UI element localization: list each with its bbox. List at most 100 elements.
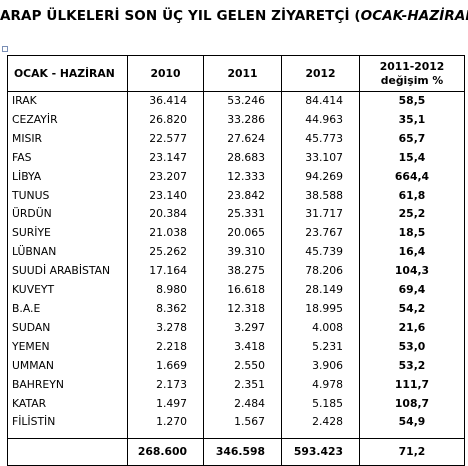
country-cell: B.A.E [7,299,128,319]
table-row: FAS 23.147 28.683 33.107 15,4 [7,148,465,168]
value-2012-cell: 4.008 [281,318,360,338]
value-2011-cell: 25.331 [203,205,282,225]
value-2012-cell: 38.588 [281,186,360,206]
value-2011-cell: 2.550 [203,356,282,376]
value-2010-cell: 21.038 [127,224,204,244]
change-percent-cell: 15,4 [359,148,465,168]
value-2011-cell: 27.624 [203,129,282,149]
value-2012-cell: 3.906 [281,356,360,376]
change-percent-cell: 53,0 [359,337,465,357]
value-2010-cell: 25.262 [127,243,204,263]
change-percent-cell: 35,1 [359,110,465,130]
table-row: KUVEYT 8.980 16.618 28.149 69,4 [7,281,465,300]
value-2011-cell: 23.842 [203,186,282,206]
header-2010: 2010 [127,55,204,92]
value-2012-cell: 45.773 [281,129,360,149]
value-2011-cell: 1.567 [203,413,282,433]
change-percent-cell: 53,2 [359,356,465,376]
table-row: KATAR 1.497 2.484 5.185 108,7 [7,394,465,414]
value-2010-cell: 20.384 [127,205,204,225]
country-cell: SUUDİ ARABİSTAN [7,262,128,282]
change-percent-cell: 54,2 [359,299,465,319]
change-percent-cell: 54,9 [359,413,465,433]
total-row: 268.600 346.598 593.423 71,2 [7,438,465,466]
table-row: CEZAYİR 26.820 33.286 44.963 35,1 [7,110,465,130]
value-2010-cell: 2.218 [127,337,204,357]
header-row: OCAK - HAZİRAN 2010 2011 2012 2011-2012 d… [7,55,465,92]
change-percent-cell: 18,5 [359,224,465,244]
total-country-cell [7,438,128,466]
table-row: ÜRDÜN 20.384 25.331 31.717 25,2 [7,205,465,225]
value-2010-cell: 2.173 [127,375,204,395]
table-row: BAHREYN 2.173 2.351 4.978 111,7 [7,375,465,395]
header-2011: 2011 [203,55,282,92]
value-2012-cell: 33.107 [281,148,360,168]
value-2010-cell: 3.278 [127,318,204,338]
value-2012-cell: 5.185 [281,394,360,414]
visitor-table: OCAK - HAZİRAN 2010 2011 2012 2011-2012 d… [7,55,465,466]
change-percent-cell: 21,6 [359,318,465,338]
total-change-percent-cell: 71,2 [359,438,465,466]
country-cell: YEMEN [7,337,128,357]
value-2011-cell: 3.297 [203,318,282,338]
table-row: LİBYA 23.207 12.333 94.269 664,4 [7,167,465,187]
value-2011-cell: 3.418 [203,337,282,357]
value-2012-cell: 78.206 [281,262,360,282]
header-change-percent: değişim % [380,73,444,87]
value-2010-cell: 23.147 [127,148,204,168]
value-2010-cell: 1.270 [127,413,204,433]
country-cell: IRAK [7,91,128,111]
change-percent-cell: 104,3 [359,262,465,282]
value-2012-cell: 28.149 [281,281,360,300]
value-2010-cell: 1.497 [127,394,204,414]
country-cell: CEZAYİR [7,110,128,130]
value-2011-cell: 2.484 [203,394,282,414]
table-row: LÜBNAN 25.262 39.310 45.739 16,4 [7,243,465,263]
value-2010-cell: 26.820 [127,110,204,130]
change-percent-cell: 111,7 [359,375,465,395]
title-main: ARAP ÜLKELERİ SON ÜÇ YIL GELEN ZİYARETÇİ… [0,8,361,24]
value-2012-cell: 84.414 [281,91,360,111]
value-2011-cell: 38.275 [203,262,282,282]
value-2011-cell: 33.286 [203,110,282,130]
value-2011-cell: 28.683 [203,148,282,168]
table-row: FİLİSTİN 1.270 1.567 2.428 54,9 [7,413,465,433]
value-2012-cell: 18.995 [281,299,360,319]
title-subtitle: OCAK-HAZİRAN [360,8,468,24]
country-cell: UMMAN [7,356,128,376]
value-2010-cell: 8.362 [127,299,204,319]
country-cell: KATAR [7,394,128,414]
value-2011-cell: 20.065 [203,224,282,244]
total-value-2010-cell: 268.600 [127,438,204,466]
table-row: MISIR 22.577 27.624 45.773 65,7 [7,129,465,149]
header-change: 2011-2012 değişim % [359,55,465,92]
value-2010-cell: 23.207 [127,167,204,187]
table-row: B.A.E 8.362 12.318 18.995 54,2 [7,299,465,319]
change-percent-cell: 16,4 [359,243,465,263]
change-percent-cell: 108,7 [359,394,465,414]
table-row: TUNUS 23.140 23.842 38.588 61,8 [7,186,465,206]
value-2011-cell: 39.310 [203,243,282,263]
header-2012: 2012 [281,55,360,92]
table-row: SUUDİ ARABİSTAN 17.164 38.275 78.206 104,3 [7,262,465,282]
value-2012-cell: 4.978 [281,375,360,395]
change-percent-cell: 61,8 [359,186,465,206]
change-percent-cell: 65,7 [359,129,465,149]
value-2011-cell: 53.246 [203,91,282,111]
country-cell: MISIR [7,129,128,149]
change-percent-cell: 58,5 [359,91,465,111]
table-row: YEMEN 2.218 3.418 5.231 53,0 [7,337,465,357]
value-2010-cell: 8.980 [127,281,204,300]
country-cell: BAHREYN [7,375,128,395]
table-row: SUDAN 3.278 3.297 4.008 21,6 [7,318,465,338]
change-percent-cell: 25,2 [359,205,465,225]
country-cell: SURİYE [7,224,128,244]
value-2010-cell: 22.577 [127,129,204,149]
value-2010-cell: 36.414 [127,91,204,111]
table-row: IRAK 36.414 53.246 84.414 58,5 [7,91,465,111]
country-cell: ÜRDÜN [7,205,128,225]
value-2012-cell: 31.717 [281,205,360,225]
value-2012-cell: 94.269 [281,167,360,187]
spacer-row [7,432,465,440]
country-cell: TUNUS [7,186,128,206]
